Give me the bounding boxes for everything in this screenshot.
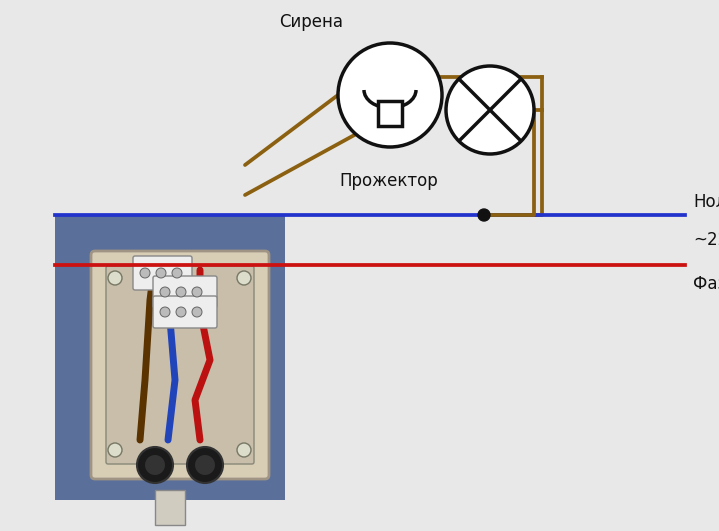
Text: Фаза: Фаза [693, 275, 719, 293]
Circle shape [237, 271, 251, 285]
FancyBboxPatch shape [133, 256, 192, 290]
Circle shape [156, 268, 166, 278]
Circle shape [176, 307, 186, 317]
Circle shape [172, 268, 182, 278]
FancyBboxPatch shape [153, 276, 217, 308]
Text: Ноль: Ноль [693, 193, 719, 211]
Circle shape [195, 455, 215, 475]
Circle shape [446, 66, 534, 154]
Circle shape [160, 287, 170, 297]
Circle shape [140, 268, 150, 278]
Bar [55, 215, 285, 500]
Circle shape [192, 287, 202, 297]
Text: Сирена: Сирена [279, 13, 343, 31]
Circle shape [187, 447, 223, 483]
FancyBboxPatch shape [106, 266, 254, 464]
Text: ~220В: ~220В [693, 231, 719, 249]
Circle shape [192, 307, 202, 317]
Circle shape [237, 443, 251, 457]
Circle shape [176, 287, 186, 297]
FancyBboxPatch shape [91, 251, 269, 479]
Bar [378, 101, 402, 126]
Circle shape [478, 209, 490, 221]
Circle shape [338, 43, 442, 147]
Circle shape [145, 455, 165, 475]
Bar [155, 490, 185, 525]
Circle shape [108, 443, 122, 457]
Text: Прожектор: Прожектор [339, 172, 438, 190]
FancyBboxPatch shape [153, 296, 217, 328]
Circle shape [108, 271, 122, 285]
Circle shape [160, 307, 170, 317]
Circle shape [137, 447, 173, 483]
